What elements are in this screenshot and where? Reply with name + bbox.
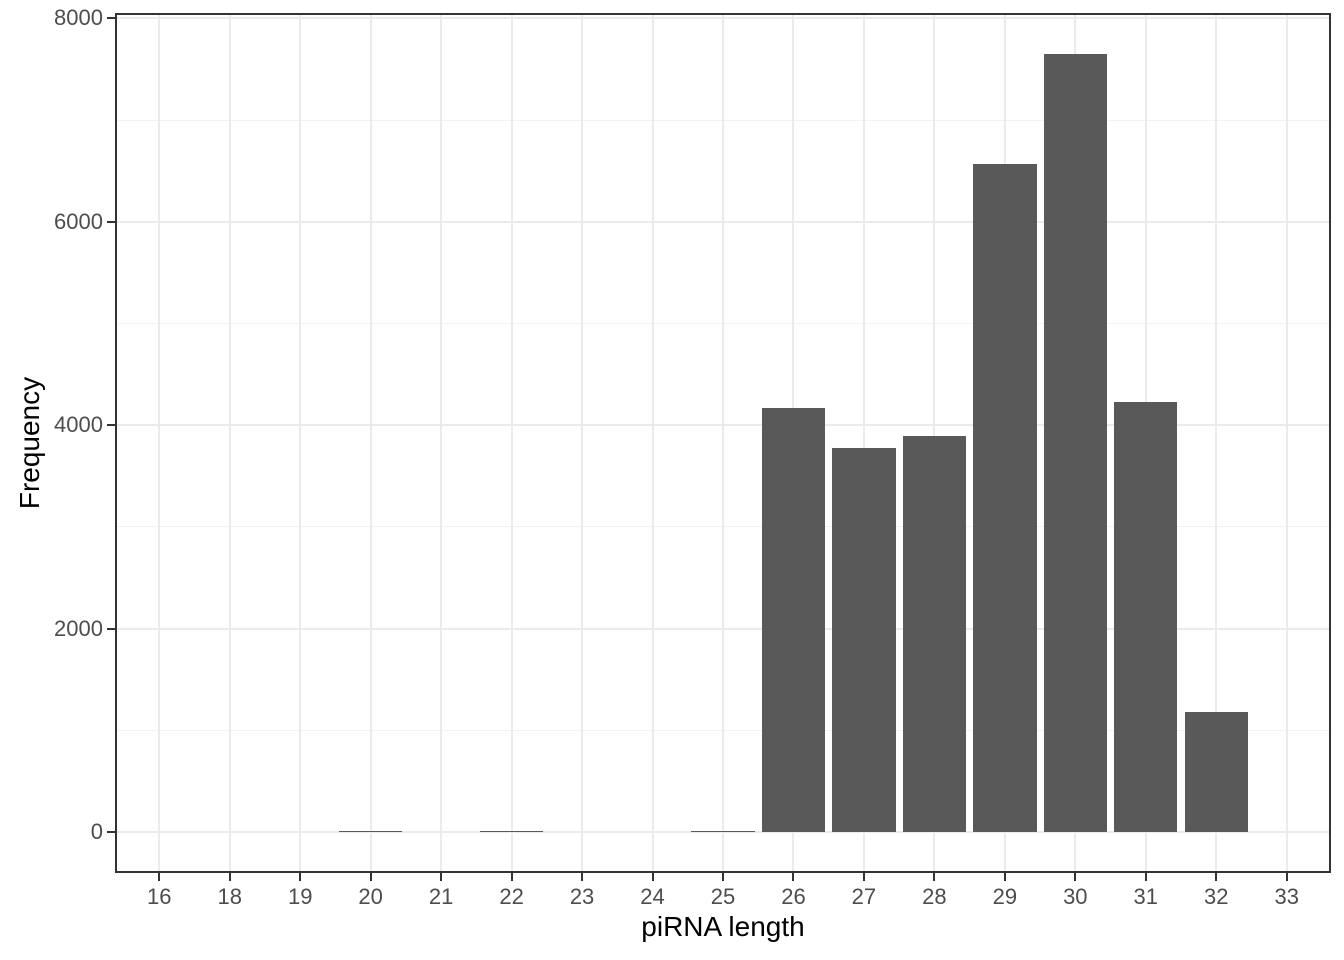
x-tick bbox=[1003, 873, 1006, 881]
gridline-x-major bbox=[158, 15, 161, 871]
bar bbox=[761, 407, 826, 833]
x-tick bbox=[862, 873, 865, 881]
y-tick bbox=[107, 17, 115, 20]
x-tick-label: 18 bbox=[217, 884, 242, 909]
gridline-x-major bbox=[722, 15, 724, 871]
bar bbox=[1114, 401, 1178, 833]
plot-panel bbox=[115, 13, 1331, 873]
x-tick bbox=[158, 873, 161, 881]
x-axis-title: piRNA length bbox=[641, 911, 805, 942]
x-tick-label: 16 bbox=[147, 884, 172, 909]
x-tick-label: 20 bbox=[358, 884, 383, 909]
x-tick bbox=[1144, 873, 1147, 881]
x-tick-label: 21 bbox=[428, 884, 454, 909]
x-tick bbox=[722, 873, 724, 881]
bar bbox=[338, 830, 403, 833]
y-tick bbox=[107, 627, 115, 630]
y-axis-title: Frequency bbox=[14, 376, 45, 510]
x-tick bbox=[651, 873, 654, 881]
x-tick bbox=[933, 873, 936, 881]
y-tick-label: 4000 bbox=[54, 412, 103, 438]
gridline-x-major bbox=[862, 15, 865, 871]
x-tick bbox=[1285, 873, 1288, 881]
x-tick-label: 33 bbox=[1274, 884, 1299, 909]
gridline-x-major bbox=[581, 15, 584, 871]
bar bbox=[479, 830, 544, 833]
bar bbox=[902, 436, 967, 833]
x-tick-label: 25 bbox=[710, 884, 736, 909]
y-tick bbox=[107, 831, 115, 834]
x-tick-label: 31 bbox=[1133, 884, 1159, 909]
bar bbox=[832, 447, 896, 833]
x-tick bbox=[440, 873, 443, 881]
x-tick-label: 19 bbox=[287, 884, 313, 909]
gridline-x-major bbox=[228, 15, 231, 871]
gridline-x-major bbox=[299, 15, 302, 871]
x-tick bbox=[369, 873, 372, 881]
bar bbox=[691, 830, 755, 833]
y-tick-label: 0 bbox=[90, 819, 103, 845]
x-tick-label: 32 bbox=[1204, 884, 1229, 909]
y-tick-label: 8000 bbox=[54, 5, 103, 31]
gridline-x-major bbox=[369, 15, 372, 871]
y-tick bbox=[107, 424, 115, 427]
gridline-x-major bbox=[1285, 15, 1288, 871]
x-tick-label: 28 bbox=[922, 884, 947, 909]
gridline-x-major bbox=[440, 15, 443, 871]
gridline-x-major bbox=[510, 15, 513, 871]
y-tick-label: 2000 bbox=[54, 615, 103, 641]
x-tick-label: 26 bbox=[781, 884, 806, 909]
x-tick-label: 29 bbox=[992, 884, 1018, 909]
x-tick bbox=[1074, 873, 1077, 881]
x-tick bbox=[299, 873, 302, 881]
x-tick bbox=[1215, 873, 1218, 881]
x-tick bbox=[510, 873, 513, 881]
y-tick bbox=[107, 220, 115, 223]
gridline-x-major bbox=[651, 15, 654, 871]
x-tick-label: 22 bbox=[499, 884, 524, 909]
x-tick-label: 23 bbox=[569, 884, 595, 909]
x-tick bbox=[581, 873, 584, 881]
gridline-x-major bbox=[1215, 15, 1218, 871]
x-tick-label: 24 bbox=[640, 884, 665, 909]
x-tick bbox=[228, 873, 231, 881]
x-tick-label: 27 bbox=[851, 884, 877, 909]
x-tick-label: 30 bbox=[1063, 884, 1088, 909]
x-tick bbox=[792, 873, 795, 881]
bar bbox=[1043, 53, 1108, 833]
bar bbox=[973, 163, 1037, 833]
y-tick-label: 6000 bbox=[54, 208, 103, 234]
bar bbox=[1184, 712, 1248, 833]
